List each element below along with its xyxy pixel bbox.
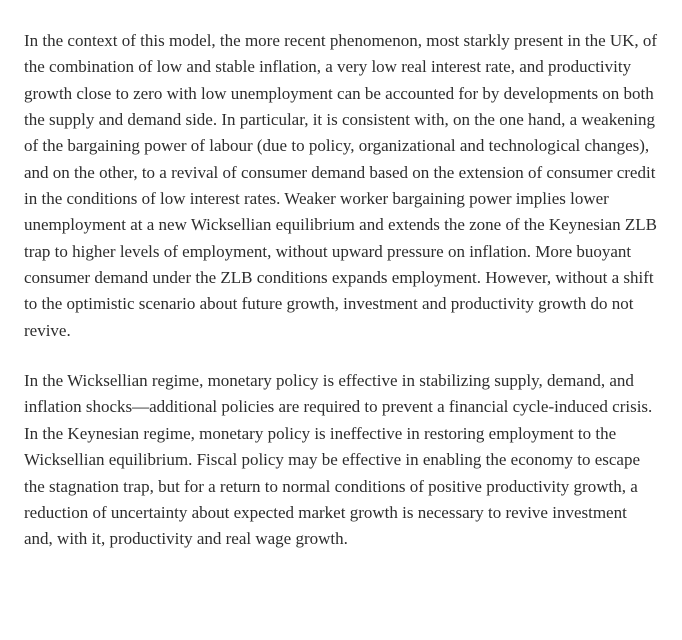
body-paragraph: In the context of this model, the more r…: [24, 28, 658, 344]
body-paragraph: In the Wicksellian regime, monetary poli…: [24, 368, 658, 552]
document-body: In the context of this model, the more r…: [24, 28, 658, 553]
